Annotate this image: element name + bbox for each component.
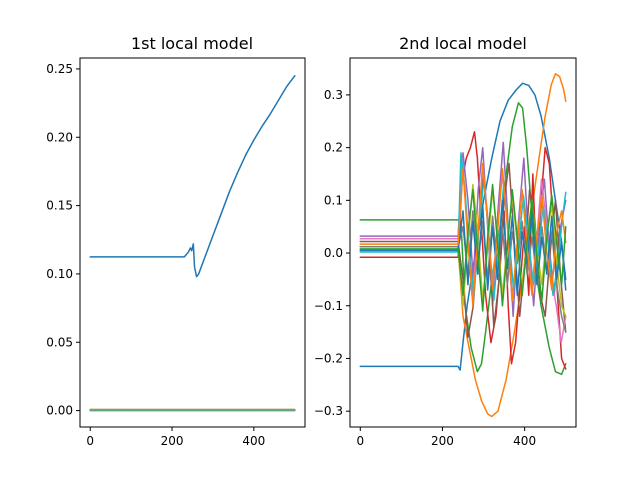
y-tick-label: 0.0 — [324, 246, 343, 260]
axes-frame — [79, 57, 306, 428]
y-tick-label: 0.05 — [46, 335, 73, 349]
series-layer — [89, 75, 296, 412]
series-layer — [359, 73, 567, 418]
y-tick-label: −0.1 — [314, 299, 343, 313]
panel-2nd-local-model: 2nd local model 0 200 400 −0.3 −0.2 −0.1 0.0 0.… — [314, 34, 577, 448]
series-line-12 — [359, 162, 567, 307]
chart-title: 2nd local model — [399, 34, 527, 53]
tick-layer: 0 200 400 −0.3 −0.2 −0.1 0.0 0.1 0.2 0.3 — [314, 88, 536, 448]
x-tick-label: 0 — [86, 434, 94, 448]
y-tick-label: 0.3 — [324, 88, 343, 102]
x-tick-label: 200 — [431, 434, 454, 448]
y-tick-label: 0.1 — [324, 193, 343, 207]
chart-title: 1st local model — [131, 34, 253, 53]
tick-layer: 0 200 400 0.00 0.05 0.10 0.15 0.20 0.25 — [46, 62, 265, 448]
axes-frame — [349, 57, 577, 428]
panel-1st-local-model: 1st local model 0 200 4000.000.050.100.150… — [46, 34, 306, 448]
series-line-4 — [359, 131, 567, 370]
series-line-3 — [359, 102, 567, 376]
series-line-1 — [89, 75, 296, 278]
x-tick-label: 400 — [242, 434, 265, 448]
y-tick-label: 0.10 — [46, 267, 73, 281]
y-tick-label: 0.00 — [46, 404, 73, 418]
series-line-13 — [359, 183, 567, 312]
x-tick-label: 400 — [513, 434, 536, 448]
y-tick-label: 0.25 — [46, 62, 73, 76]
series-line-1 — [359, 82, 567, 371]
y-tick-label: 0.15 — [46, 199, 73, 213]
y-tick-label: −0.3 — [314, 404, 343, 418]
series-line-6 — [359, 162, 567, 339]
y-tick-label: 0.20 — [46, 130, 73, 144]
series-line-2 — [359, 73, 567, 418]
x-tick-label: 0 — [356, 434, 364, 448]
x-tick-label: 200 — [161, 434, 184, 448]
y-tick-label: −0.2 — [314, 351, 343, 365]
y-tick-label: 0.2 — [324, 141, 343, 155]
